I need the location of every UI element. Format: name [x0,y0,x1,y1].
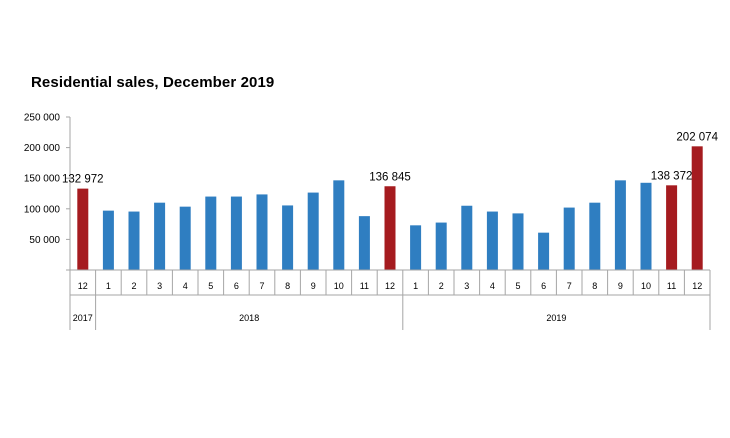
x-tick-label: 10 [334,281,344,291]
year-group-label: 2018 [239,313,259,323]
bar [512,213,524,270]
x-tick-label: 4 [183,281,188,291]
x-tick-label: 1 [106,281,111,291]
bar [538,232,550,270]
x-tick-label: 2 [439,281,444,291]
x-tick-label: 12 [78,281,88,291]
bar [102,210,114,270]
bar [461,205,473,270]
chart-title: Residential sales, December 2019 [31,74,275,91]
bar [128,211,140,270]
data-label: 138 372 [651,170,693,182]
x-tick-label: 6 [234,281,239,291]
bar [486,211,498,270]
bar [77,188,89,270]
bar [230,196,242,270]
x-tick-label: 9 [311,281,316,291]
bar [358,216,370,270]
x-tick-label: 5 [515,281,520,291]
bar-series [77,146,703,270]
x-tick-label: 8 [285,281,290,291]
bar [640,182,652,270]
x-tick-label: 5 [208,281,213,291]
x-tick-label: 12 [385,281,395,291]
x-tick-label: 3 [464,281,469,291]
x-tick-label: 11 [667,281,676,291]
x-tick-label: 8 [592,281,597,291]
bar [435,222,447,270]
y-axis: 50 000 100 000 150 000 200 000 250 000 [24,113,71,271]
x-tick-label: 6 [541,281,546,291]
x-tick-label: 3 [157,281,162,291]
bar [179,206,191,270]
bar [256,194,268,270]
x-tick-label: 4 [490,281,495,291]
bar [154,202,166,270]
bar [384,186,396,270]
data-labels: 132 972 136 845 138 372 202 074 [62,131,719,185]
bar [691,146,703,270]
x-tick-label: 9 [618,281,623,291]
y-tick-label: 50 000 [29,235,60,246]
x-tick-label: 2 [131,281,136,291]
bar [307,192,319,270]
x-tick-label: 12 [692,281,702,291]
bar [614,180,626,270]
x-tick-label: 1 [413,281,418,291]
x-tick-label: 10 [641,281,651,291]
y-tick-label: 200 000 [24,143,61,154]
bar [666,185,678,270]
bar [563,207,575,270]
y-tick-label: 100 000 [24,204,61,215]
data-label: 202 074 [676,131,718,143]
y-tick-label: 150 000 [24,174,61,185]
year-group-label: 2017 [73,313,93,323]
data-label: 132 972 [62,174,104,186]
x-tick-label: 7 [567,281,572,291]
bar [410,225,422,270]
data-label: 136 845 [369,171,411,183]
bar [589,202,601,270]
y-tick-label: 250 000 [24,113,61,124]
x-tick-label: 7 [259,281,264,291]
bar [205,196,217,270]
bar [333,180,345,270]
x-tick-label: 11 [360,281,369,291]
bar [282,205,294,270]
year-group-label: 2019 [546,313,566,323]
